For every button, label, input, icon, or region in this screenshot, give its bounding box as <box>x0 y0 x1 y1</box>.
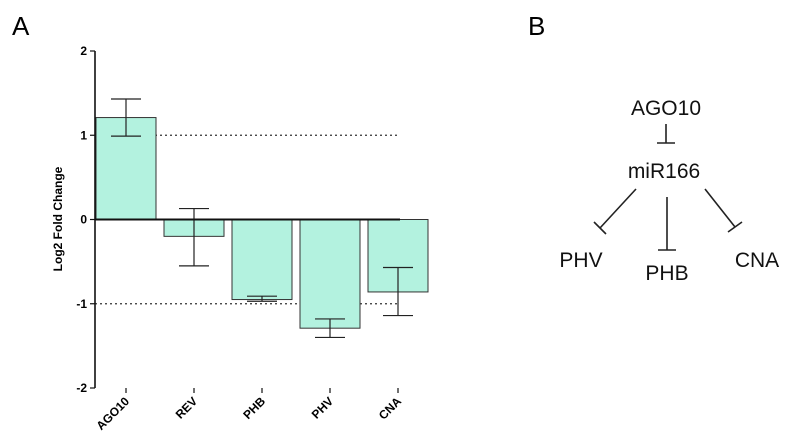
bar-chart: Log2 Fold Change -2 -1 0 1 2 AGO10 REV PHB PHV C… <box>51 44 429 433</box>
error-bar-phv <box>315 318 345 339</box>
arrow-mir166-cna-head <box>727 221 743 233</box>
y-axis-label: Log2 Fold Change <box>51 166 65 271</box>
x-tick-label-phb: PHB <box>240 394 268 422</box>
arrow-mir166-phv <box>599 188 637 229</box>
y-ticks: -2 -1 0 1 2 <box>76 44 95 395</box>
arrow-mir166-phv-head <box>593 221 607 235</box>
error-bar-rev <box>179 207 209 267</box>
y-tick-label: -1 <box>76 297 87 311</box>
node-cna: CNA <box>735 249 779 272</box>
x-tick-label-phv: PHV <box>309 394 336 421</box>
bar-phv <box>299 219 361 329</box>
y-tick-label: -2 <box>76 381 87 395</box>
error-bar-phb <box>247 295 277 302</box>
panel-a-label: A <box>12 11 30 41</box>
error-bar-cna <box>383 266 413 317</box>
error-bars <box>111 98 413 339</box>
x-tick-label-ago10: AGO10 <box>93 394 132 433</box>
node-phb: PHB <box>645 262 688 285</box>
node-phv: PHV <box>559 249 602 272</box>
y-tick-label: 0 <box>80 213 87 227</box>
node-mir166: miR166 <box>628 160 700 183</box>
node-ago10: AGO10 <box>631 97 701 120</box>
x-tick-label-cna: CNA <box>376 394 405 423</box>
y-tick-label: 2 <box>80 44 87 58</box>
error-bar-ago10 <box>111 98 141 137</box>
panel-b-label: B <box>528 11 545 41</box>
axes <box>94 51 400 388</box>
x-ticks: AGO10 REV PHB PHV CNA <box>93 388 404 433</box>
y-tick-label: 1 <box>80 128 87 142</box>
inhibition-diagram: AGO10 miR166 PHV PHB CNA <box>559 97 779 285</box>
arrow-mir166-cna <box>704 188 736 228</box>
bar-phb <box>231 219 293 301</box>
x-tick-label-rev: REV <box>173 394 200 421</box>
